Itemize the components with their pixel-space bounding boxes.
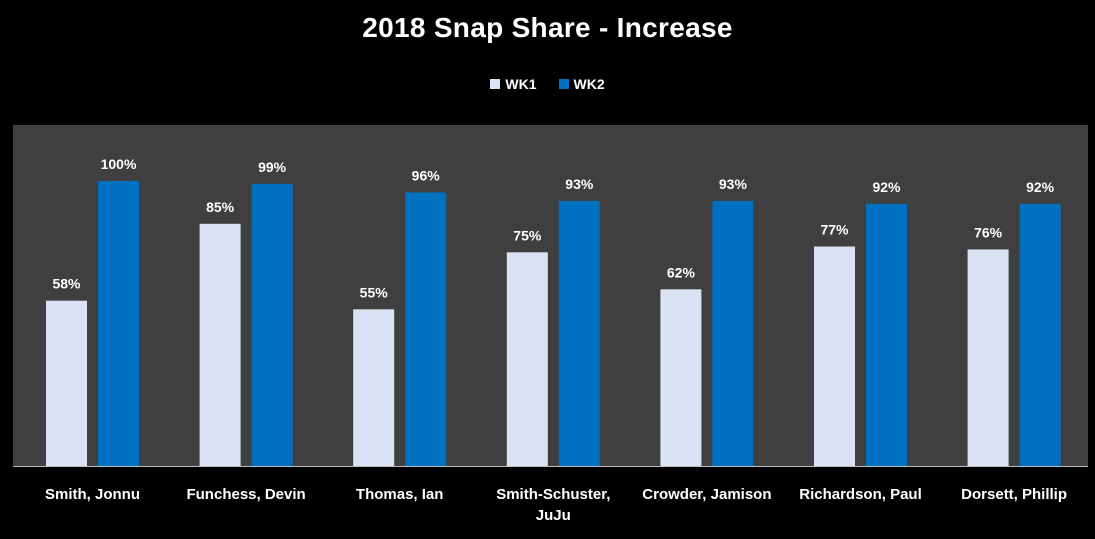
bar-wk2-1 — [251, 183, 293, 467]
bar-wk2-4 — [712, 200, 754, 466]
bars-group: 58% 100% 85% 99% 55% 96% 75% 93% 62% 93% 77% 92% 76%… — [46, 156, 1061, 467]
category-label-line: JuJu — [536, 507, 571, 524]
data-label-wk2-4: 93% — [719, 176, 748, 192]
data-label-wk1-5: 77% — [820, 222, 849, 238]
category-label-5: Richardson, Paul — [799, 486, 922, 503]
plot-area — [13, 125, 1088, 466]
category-label-6: Dorsett, Phillip — [961, 486, 1067, 503]
bar-wk1-1 — [199, 223, 241, 467]
bar-wk2-6 — [1019, 203, 1061, 467]
category-label-line: Smith, Jonnu — [45, 486, 140, 503]
legend-swatch-wk2 — [558, 79, 569, 89]
category-label-1: Funchess, Devin — [186, 486, 305, 503]
data-label-wk2-3: 93% — [565, 176, 594, 192]
category-label-line: Dorsett, Phillip — [961, 486, 1067, 503]
data-label-wk1-3: 75% — [513, 227, 542, 243]
data-label-wk1-6: 76% — [974, 224, 1003, 240]
category-label-line: Smith-Schuster, — [496, 486, 610, 503]
data-label-wk2-2: 96% — [412, 167, 441, 183]
category-labels: Smith, Jonnu Funchess, Devin Thomas, Ian Sm… — [45, 486, 1067, 524]
category-label-0: Smith, Jonnu — [45, 486, 140, 503]
bar-wk2-2 — [405, 192, 447, 466]
bar-wk2-3 — [558, 200, 600, 466]
bar-wk1-0 — [46, 300, 87, 466]
data-label-wk2-5: 92% — [872, 179, 901, 195]
category-label-line: Funchess, Devin — [186, 486, 305, 503]
bar-wk2-0 — [98, 181, 139, 466]
data-label-wk1-2: 55% — [360, 284, 389, 300]
legend: WK1 WK2 — [0, 76, 1095, 92]
bar-wk1-6 — [967, 249, 1009, 466]
category-label-line: Thomas, Ian — [356, 486, 444, 503]
data-label-wk2-6: 92% — [1026, 179, 1055, 195]
data-label-wk1-0: 58% — [52, 276, 81, 292]
legend-swatch-wk1 — [490, 79, 501, 89]
legend-item-wk1: WK1 — [490, 76, 537, 92]
category-label-4: Crowder, Jamison — [642, 486, 771, 503]
category-label-line: Richardson, Paul — [799, 486, 922, 503]
bar-wk1-2 — [353, 309, 395, 467]
data-label-wk1-1: 85% — [206, 199, 235, 215]
chart-title: 2018 Snap Share - Increase — [362, 12, 733, 43]
bar-wk1-5 — [814, 246, 855, 466]
category-label-3: Smith-Schuster, JuJu — [496, 486, 610, 524]
category-label-2: Thomas, Ian — [356, 486, 444, 503]
data-label-wk2-1: 99% — [258, 159, 287, 175]
category-label-line: Crowder, Jamison — [642, 486, 771, 503]
legend-label-wk2: WK2 — [573, 76, 605, 92]
bar-wk1-3 — [506, 252, 548, 467]
bar-wk1-4 — [660, 289, 702, 466]
data-label-wk1-4: 62% — [667, 264, 696, 280]
bar-wk2-5 — [866, 203, 907, 467]
legend-item-wk2: WK2 — [558, 76, 605, 92]
data-label-wk2-0: 100% — [101, 156, 137, 172]
legend-label-wk1: WK1 — [505, 76, 537, 92]
